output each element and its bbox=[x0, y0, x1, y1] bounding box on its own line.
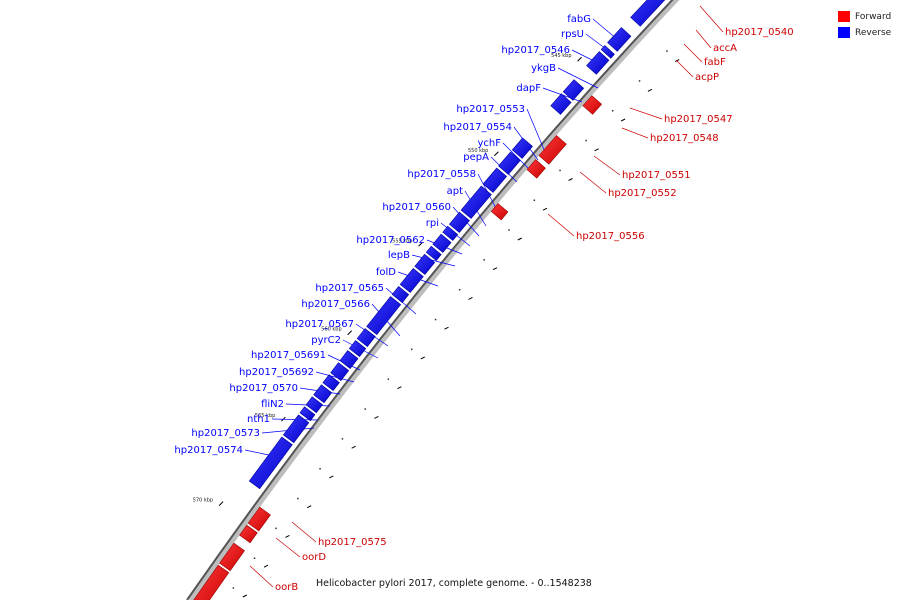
scale-dots bbox=[232, 50, 680, 598]
gene-lepb[interactable] bbox=[399, 267, 424, 293]
label-leaders bbox=[244, 5, 724, 588]
label-ychf[interactable]: ychF bbox=[477, 138, 501, 149]
gene-fabg[interactable] bbox=[607, 27, 632, 52]
label-hp2017-0553[interactable]: hp2017_0553 bbox=[456, 104, 525, 115]
label-rpsu[interactable]: rpsU bbox=[561, 29, 584, 40]
gene-hp2017-0560[interactable] bbox=[432, 233, 452, 253]
label-hp2017-0574[interactable]: hp2017_0574 bbox=[174, 445, 243, 456]
label-hp2017-0552[interactable]: hp2017_0552 bbox=[608, 188, 677, 199]
label-pyrc2[interactable]: pyrC2 bbox=[311, 335, 341, 346]
gene-oorb-2[interactable] bbox=[192, 564, 230, 600]
tick-label: 570 kbp bbox=[193, 498, 213, 504]
label-ykgb[interactable]: ykgB bbox=[531, 63, 556, 74]
label-fabg[interactable]: fabG bbox=[567, 14, 591, 25]
label-fabf[interactable]: fabF bbox=[704, 57, 726, 68]
genome-backbone-shadow bbox=[187, 0, 680, 600]
gene-hp2017-0575[interactable] bbox=[247, 506, 271, 532]
gene-hp2017-0554[interactable] bbox=[498, 151, 521, 175]
label-dapf[interactable]: dapF bbox=[516, 83, 541, 94]
label-hp2017-0547[interactable]: hp2017_0547 bbox=[664, 114, 733, 125]
label-pepa[interactable]: pepA bbox=[463, 152, 489, 163]
label-lepb[interactable]: lepB bbox=[388, 250, 410, 261]
genome-backbone bbox=[186, 0, 674, 600]
label-hp2017-0573[interactable]: hp2017_0573 bbox=[191, 428, 260, 439]
gene-ychf[interactable] bbox=[482, 167, 508, 193]
label-hp2017-0540[interactable]: hp2017_0540 bbox=[725, 27, 794, 38]
gene-hp2017-05691[interactable] bbox=[330, 362, 350, 382]
label-acca[interactable]: accA bbox=[713, 43, 737, 54]
gene-rpsu[interactable] bbox=[600, 45, 615, 59]
gene-pepa[interactable] bbox=[460, 185, 492, 219]
gene-labels: fabGrpsUhp2017_0546ykgBdapFhp2017_0553hp… bbox=[174, 14, 793, 593]
label-hp2017-0567[interactable]: hp2017_0567 bbox=[285, 319, 354, 330]
tick-label: 555 kbp bbox=[392, 238, 412, 244]
gene-apt[interactable] bbox=[442, 225, 459, 241]
gene-ykgb[interactable] bbox=[562, 79, 585, 101]
gene-features bbox=[192, 0, 669, 600]
label-hp2017-0570[interactable]: hp2017_0570 bbox=[229, 383, 298, 394]
label-apt[interactable]: apt bbox=[447, 186, 463, 197]
gene-oorb[interactable] bbox=[219, 542, 245, 572]
gene-nth1[interactable] bbox=[299, 406, 316, 422]
label-hp2017-0562[interactable]: hp2017_0562 bbox=[356, 235, 425, 246]
gene-hp2017-0548[interactable] bbox=[538, 135, 567, 165]
label-oord[interactable]: oorD bbox=[302, 552, 326, 563]
gene-hp2017-0573[interactable] bbox=[282, 414, 310, 444]
tick-label: 545 kbp bbox=[551, 53, 571, 59]
label-hp2017-05691[interactable]: hp2017_05691 bbox=[251, 350, 326, 361]
gene-flin2[interactable] bbox=[305, 396, 323, 414]
label-hp2017-05692[interactable]: hp2017_05692 bbox=[239, 367, 314, 378]
legend-item-forward[interactable]: Forward bbox=[838, 9, 891, 24]
genome-caption: Helicobacter pylori 2017, complete genom… bbox=[316, 578, 592, 589]
label-oorb[interactable]: oorB bbox=[275, 582, 298, 593]
gene-hp2017-0566[interactable] bbox=[356, 328, 376, 348]
label-hp2017-0566[interactable]: hp2017_0566 bbox=[301, 299, 370, 310]
label-fold[interactable]: folD bbox=[376, 267, 396, 278]
gene-hp2017-0546[interactable] bbox=[586, 51, 610, 75]
gene-hp2017-0558[interactable] bbox=[448, 211, 470, 233]
scale-ticks: 545 kbp 550 kbp 555 kbp 560 kbp 565 kbp 570 k… bbox=[193, 53, 582, 506]
gene-hp2017-0574[interactable] bbox=[248, 436, 293, 490]
label-hp2017-0556[interactable]: hp2017_0556 bbox=[576, 231, 645, 242]
label-hp2017-0548[interactable]: hp2017_0548 bbox=[650, 133, 719, 144]
gene-hp2017-0551[interactable] bbox=[526, 159, 546, 179]
forward-swatch bbox=[838, 11, 850, 22]
gene-oord[interactable] bbox=[239, 524, 258, 544]
gene-hp2017-0553[interactable] bbox=[511, 137, 533, 159]
gene-pyrc2[interactable] bbox=[339, 350, 359, 370]
gene-rev-top[interactable] bbox=[630, 0, 669, 27]
gene-fold[interactable] bbox=[391, 285, 410, 304]
label-hp2017-0546[interactable]: hp2017_0546 bbox=[501, 45, 570, 56]
gene-hp2017-0547[interactable] bbox=[582, 95, 603, 115]
label-flin2[interactable]: fliN2 bbox=[261, 399, 284, 410]
tick-label: 565 kbp bbox=[255, 413, 275, 419]
tick-label: 550 kbp bbox=[468, 148, 488, 154]
legend-label-forward: Forward bbox=[855, 11, 892, 22]
label-hp2017-0551[interactable]: hp2017_0551 bbox=[622, 170, 691, 181]
gene-hp2017-0562[interactable] bbox=[414, 253, 436, 275]
legend-item-reverse[interactable]: Reverse bbox=[838, 25, 891, 40]
label-nth1[interactable]: nth1 bbox=[247, 414, 270, 425]
gene-dapf[interactable] bbox=[550, 93, 572, 115]
label-hp2017-0575[interactable]: hp2017_0575 bbox=[318, 537, 387, 548]
gene-rpi[interactable] bbox=[425, 245, 442, 261]
label-acpp[interactable]: acpP bbox=[695, 72, 719, 83]
gene-hp2017-0565[interactable] bbox=[366, 296, 402, 336]
tick-label: 560 kbp bbox=[321, 327, 341, 333]
legend: Forward Reverse bbox=[838, 9, 891, 41]
gene-hp2017-05692[interactable] bbox=[322, 374, 340, 392]
gene-hp2017-0556[interactable] bbox=[490, 203, 509, 221]
gene-hp2017-0570[interactable] bbox=[313, 384, 333, 404]
label-rpi[interactable]: rpi bbox=[426, 218, 439, 229]
label-hp2017-0565[interactable]: hp2017_0565 bbox=[315, 283, 384, 294]
label-hp2017-0560[interactable]: hp2017_0560 bbox=[382, 202, 451, 213]
reverse-swatch bbox=[838, 27, 850, 38]
label-hp2017-0558[interactable]: hp2017_0558 bbox=[407, 169, 476, 180]
legend-label-reverse: Reverse bbox=[855, 27, 892, 38]
label-hp2017-0554[interactable]: hp2017_0554 bbox=[443, 122, 512, 133]
gene-hp2017-0567[interactable] bbox=[348, 340, 367, 358]
